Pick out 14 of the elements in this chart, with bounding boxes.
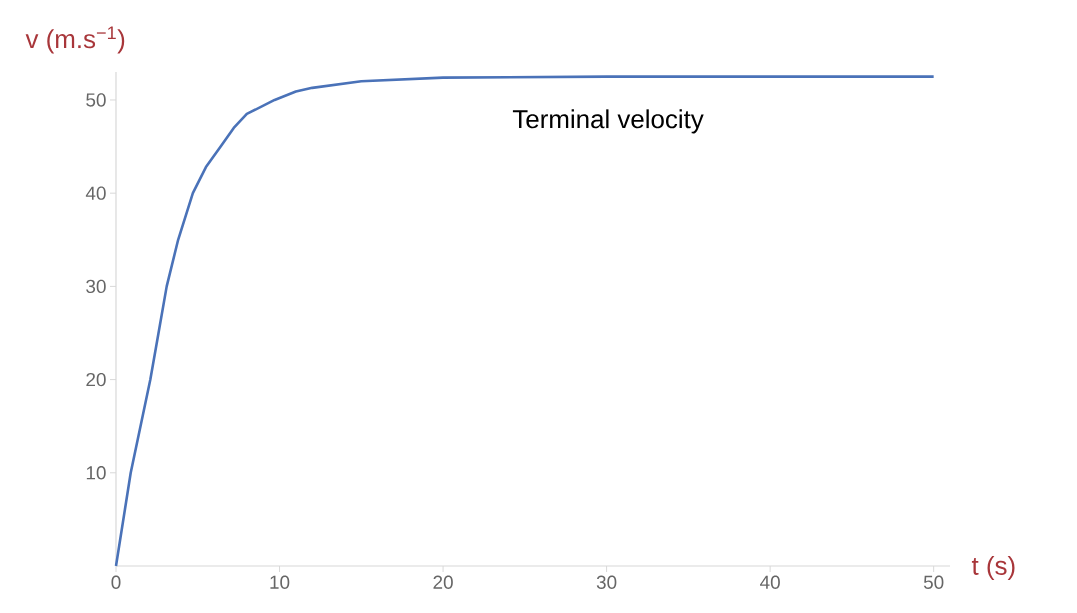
annotation: Terminal velocity <box>512 109 704 134</box>
x-tick-label: 10 <box>270 575 290 589</box>
y-axis-title: v (m.s$^{−1}$) <box>25 26 125 54</box>
x-tick-label: 0 <box>111 575 121 589</box>
y-tick-label: 40 <box>85 186 106 200</box>
x-tick-label: 20 <box>433 575 453 589</box>
y-tick-label: 30 <box>86 279 106 294</box>
x-tick-label: 40 <box>760 575 780 589</box>
y-tick-label: 10 <box>86 466 106 480</box>
x-tick-label: 30 <box>596 575 617 589</box>
y-tick-label: 50 <box>86 93 106 107</box>
x-tick-label: 50 <box>923 575 944 589</box>
x-axis-title: t (s) <box>971 555 1015 581</box>
y-tick-label: 20 <box>86 372 106 387</box>
